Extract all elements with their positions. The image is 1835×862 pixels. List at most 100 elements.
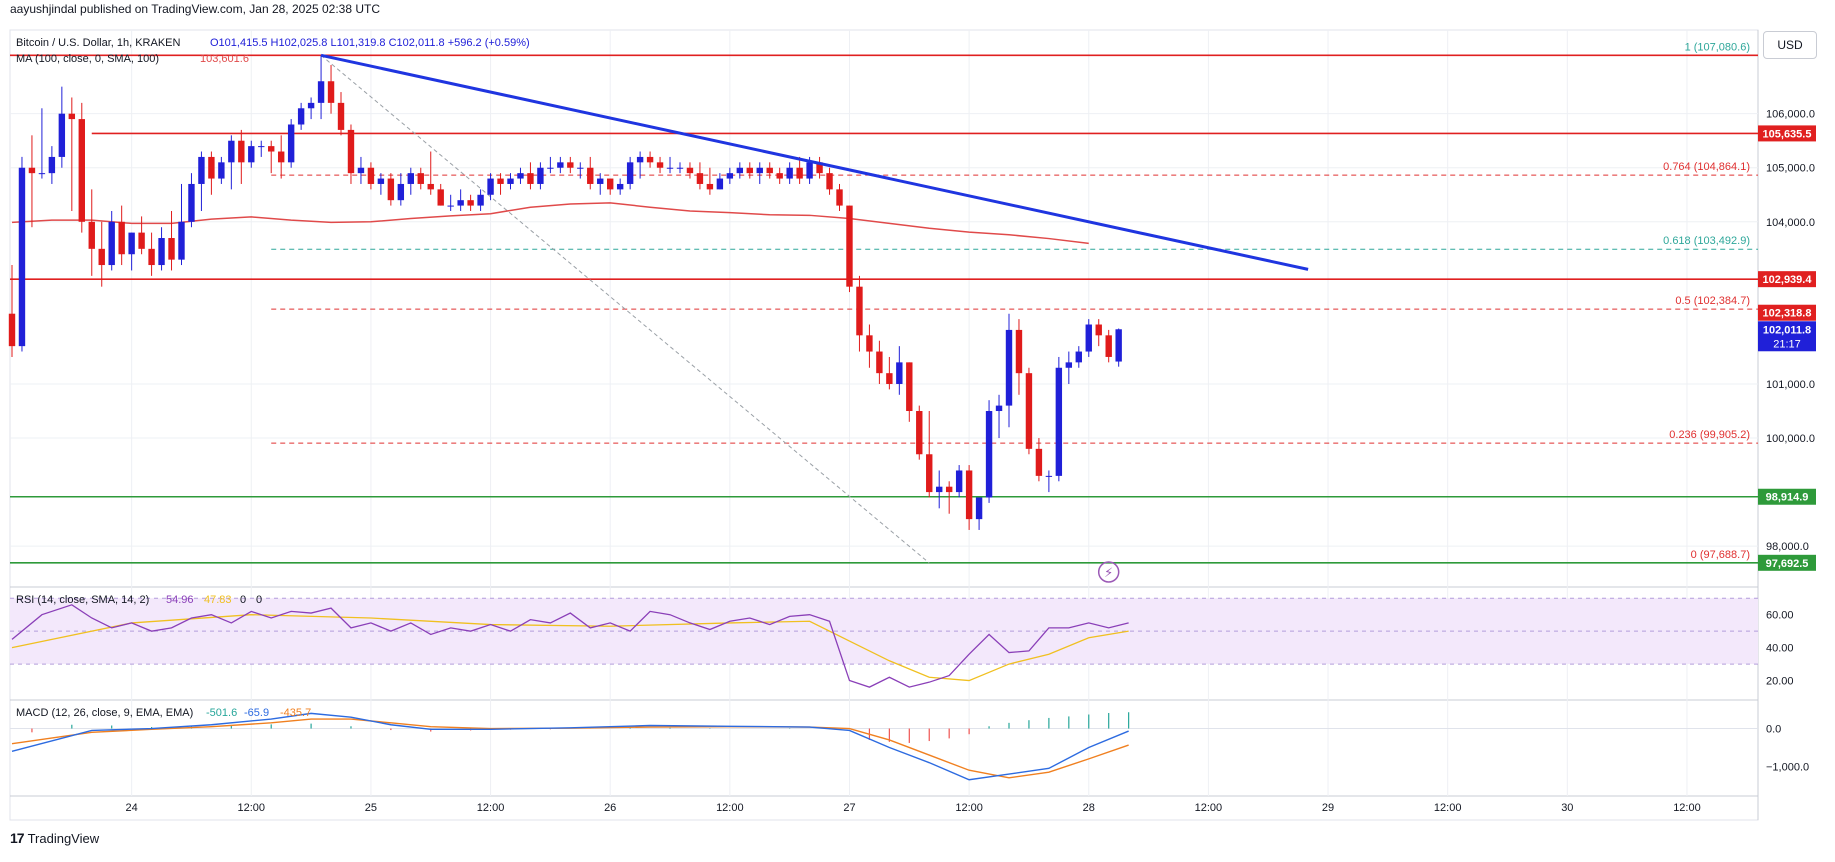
resistance-102939-badge-label: 102,939.4 [1763,274,1813,286]
x-tick-label: 12:00 [238,802,266,814]
x-tick-label: 25 [365,802,377,814]
candle-body [108,221,115,266]
x-tick-label: 27 [843,802,855,814]
fib-anchor-diagonal [320,54,930,564]
candle-body [8,313,16,347]
rsi-line [11,604,1129,688]
candle-body [417,173,424,184]
candle-body [786,167,793,179]
macd-legend: MACD (12, 26, close, 9, EMA, EMA) [16,707,193,719]
candle-body [208,156,215,179]
candle-body [766,167,773,174]
rsi-legend: RSI (14, close, SMA, 14, 2) [16,594,149,606]
candle-body [158,238,165,266]
candle-body [218,162,225,179]
x-tick-label: 30 [1561,802,1573,814]
candle-body [268,146,275,152]
bearish-trendline [320,53,1309,271]
candle-body [427,183,434,190]
x-tick-label: 12:00 [955,802,983,814]
candle-body [1035,448,1043,476]
fib-level-label: 0.764 (104,864.1) [1663,161,1750,173]
candle-body [597,178,604,184]
candle-body [626,162,634,184]
candle-body [776,173,783,179]
fib-level-label: 1 (107,080.6) [1685,41,1750,53]
candle-body [1005,329,1013,406]
resistance-102939-badge [1758,271,1816,288]
rsi-ma-value: 47.83 [204,594,232,606]
candle-body [297,108,305,125]
macd-tick-label: 0.0 [1766,724,1781,736]
y-tick-label: 106,000.0 [1766,109,1815,121]
candle-body [88,221,95,249]
rsi-ma-line [11,614,1129,682]
candle-body [537,167,544,184]
rsi-extra-2: 0 [256,594,262,606]
candle-body [437,189,444,206]
candle-body [806,162,813,179]
candle-body [816,162,823,174]
candle-body [696,173,704,184]
candle-body [955,470,963,493]
candle-body [507,178,514,184]
candle-body [457,200,464,206]
candle-body [896,362,903,384]
macd-line [11,712,1129,781]
candle-body [98,248,105,266]
candle-body [1095,324,1102,336]
candle-body [1085,324,1092,352]
x-tick-label: 12:00 [1195,802,1223,814]
candle-body [646,156,654,163]
candle-body [248,146,255,163]
x-tick-label: 24 [126,802,138,814]
candle-body [447,205,454,207]
candle-body [995,405,1003,412]
price-badge-label: 102,011.8 [1763,324,1811,336]
candle-body [1115,329,1122,362]
ma-legend-value: 103,601.6 [200,53,249,65]
candle-body [467,200,474,206]
candle-body [258,146,265,148]
resistance-105635-badge-label: 105,635.5 [1763,128,1812,140]
candle-body [168,238,175,260]
support-98914-badge-label: 98,914.9 [1766,492,1809,504]
candle-body [965,470,973,520]
candle-body [377,178,385,184]
y-tick-label: 104,000.0 [1766,217,1815,229]
candle-body [726,173,734,179]
candle-body [846,205,853,287]
tradingview-logo[interactable]: 17 TradingView [10,830,99,846]
support-98914-badge [1758,488,1816,505]
candle-body [856,286,863,336]
candle-body [686,167,694,174]
currency-selector[interactable]: USD [1763,31,1817,59]
chart-title: Bitcoin / U.S. Dollar, 1h, KRAKEN [16,37,181,49]
price-badge [1758,304,1816,321]
y-tick-label: 98,000.0 [1766,541,1809,553]
candle-body [936,486,943,493]
macd-tick-label: −1,000.0 [1766,761,1809,773]
candle-body [826,173,833,190]
candle-body [128,232,135,255]
candle-body [118,221,125,255]
candle-body [736,167,744,174]
candle-body [307,102,315,109]
ma-legend: MA (100, close, 0, SMA, 100) [16,53,159,65]
candle-body [198,156,205,184]
candle-body [1025,373,1033,449]
alert-lightning-icon [1097,561,1120,583]
candle-body [38,173,46,175]
x-tick-label: 29 [1322,802,1334,814]
candle-body [28,167,36,174]
candle-body [1045,475,1053,477]
candle-body [975,497,983,520]
x-tick-label: 12:00 [477,802,505,814]
candle-body [587,167,594,184]
candle-body [387,178,395,201]
candle-body [337,102,345,130]
candle-body [68,113,76,120]
candle-body [607,178,614,190]
